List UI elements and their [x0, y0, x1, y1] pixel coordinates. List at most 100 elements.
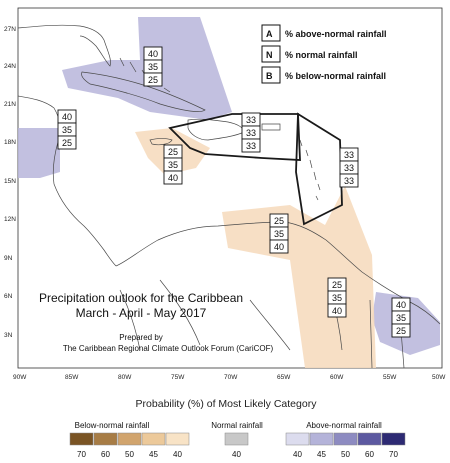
- prob-value: 35: [168, 160, 178, 170]
- prob-value: 40: [62, 112, 72, 122]
- normal-category-label: Normal rainfall: [211, 421, 263, 430]
- above-swatch: [285, 432, 310, 446]
- prob-box-southern-caribbean: 25 35 40: [269, 213, 289, 254]
- above-swatch-label: 40: [293, 450, 302, 459]
- below-swatch: [69, 432, 94, 446]
- below-swatch-label: 60: [101, 450, 110, 459]
- lesser-antilles-region-outline: [295, 112, 343, 226]
- prob-box-guianas-east: 40 35 25: [391, 297, 411, 338]
- lat-tick-24n: 24N: [4, 63, 16, 70]
- prob-cell: [269, 239, 289, 254]
- below-normal-category-label: Below-normal rainfall: [75, 421, 150, 430]
- legend-key-box-normal: [261, 45, 281, 63]
- normal-scale: 40: [224, 432, 249, 459]
- lon-tick-80w: 80W: [118, 374, 132, 381]
- lon-tick-55w: 55W: [383, 374, 397, 381]
- prob-cell: [57, 135, 77, 150]
- prob-value: 35: [396, 313, 406, 323]
- above-swatch-label: 60: [365, 450, 374, 459]
- above-swatch: [333, 432, 358, 446]
- category-key-legend: A % above-normal rainfall N % normal rai…: [261, 24, 387, 84]
- prob-box-central-america-north: 40 35 25: [57, 109, 77, 150]
- prob-value: 40: [396, 300, 406, 310]
- prob-value: 40: [274, 242, 284, 252]
- prob-value: 35: [332, 293, 342, 303]
- latitude-axis: 27N 24N 21N 18N 15N 12N 9N 6N 3N: [4, 26, 16, 339]
- prob-box-lesser-antilles: 33 33 33: [339, 147, 359, 188]
- below-normal-scale: 70 60 50 45 40: [69, 432, 190, 459]
- legend-label-normal: % normal rainfall: [285, 50, 358, 60]
- legend-key-n: N: [266, 50, 273, 60]
- prob-value: 25: [274, 216, 284, 226]
- prob-value: 25: [168, 147, 178, 157]
- colorbar-legend: Probability (%) of Most Likely Category …: [69, 398, 406, 459]
- lat-tick-3n: 3N: [4, 332, 13, 339]
- below-swatch-label: 70: [77, 450, 86, 459]
- prob-value: 33: [344, 176, 354, 186]
- prob-cell: [339, 173, 359, 188]
- prob-box-bahamas: 40 35 25: [143, 46, 163, 87]
- lat-tick-15n: 15N: [4, 178, 16, 185]
- prob-value: 33: [246, 128, 256, 138]
- prob-value: 25: [148, 75, 158, 85]
- below-swatch-label: 40: [173, 450, 182, 459]
- above-swatch-label: 45: [317, 450, 326, 459]
- above-swatch-label: 50: [341, 450, 350, 459]
- lon-tick-60w: 60W: [330, 374, 344, 381]
- normal-swatch: [224, 432, 249, 446]
- normal-swatch-label: 40: [232, 450, 241, 459]
- below-swatch-label: 50: [125, 450, 134, 459]
- below-swatch: [93, 432, 118, 446]
- lon-tick-75w: 75W: [171, 374, 185, 381]
- map-title-line1: Precipitation outlook for the Caribbean: [39, 291, 243, 305]
- lon-tick-85w: 85W: [65, 374, 79, 381]
- lon-tick-90w: 90W: [13, 374, 27, 381]
- prob-value: 33: [344, 150, 354, 160]
- colorbar-title: Probability (%) of Most Likely Category: [136, 398, 318, 410]
- longitude-axis: 90W 85W 80W 75W 70W 65W 60W 55W 50W: [13, 374, 446, 381]
- below-swatch: [141, 432, 166, 446]
- above-swatch: [357, 432, 382, 446]
- prob-value: 40: [332, 306, 342, 316]
- prob-value: 25: [332, 280, 342, 290]
- above-swatch: [309, 432, 334, 446]
- legend-item-below: B % below-normal rainfall: [261, 66, 386, 84]
- prob-box-jamaica: 25 35 40: [163, 144, 183, 185]
- lat-tick-12n: 12N: [4, 216, 16, 223]
- lon-tick-70w: 70W: [224, 374, 238, 381]
- above-swatch-label: 70: [389, 450, 398, 459]
- legend-key-box-above: [261, 24, 281, 42]
- legend-label-below: % below-normal rainfall: [285, 71, 386, 81]
- prob-value: 40: [168, 173, 178, 183]
- legend-key-a: A: [266, 29, 273, 39]
- legend-key-b: B: [266, 71, 273, 81]
- prob-value: 25: [396, 326, 406, 336]
- lon-tick-65w: 65W: [277, 374, 291, 381]
- forum-credit-text: The Caribbean Regional Climate Outlook F…: [63, 344, 274, 353]
- prob-cell: [143, 72, 163, 87]
- prob-box-greater-antilles: 33 33 33: [241, 112, 261, 153]
- legend-item-above: A % above-normal rainfall: [261, 24, 387, 42]
- southern-caribbean-below-normal-region: [222, 186, 376, 368]
- legend-item-normal: N % normal rainfall: [261, 45, 358, 63]
- prob-value: 33: [246, 115, 256, 125]
- prob-value: 33: [344, 163, 354, 173]
- below-swatch: [117, 432, 142, 446]
- prob-box-guianas-west: 25 35 40: [327, 277, 347, 318]
- below-swatch-label: 45: [149, 450, 158, 459]
- prob-cell: [163, 170, 183, 185]
- lat-tick-9n: 9N: [4, 255, 13, 262]
- prob-value: 25: [62, 138, 72, 148]
- legend-key-box-below: [261, 66, 281, 84]
- below-swatch: [165, 432, 190, 446]
- lat-tick-6n: 6N: [4, 293, 13, 300]
- prob-cell: [241, 138, 261, 153]
- above-normal-category-label: Above-normal rainfall: [306, 421, 382, 430]
- prob-value: 40: [148, 49, 158, 59]
- prob-value: 35: [148, 62, 158, 72]
- map-title-line2: March - April - May 2017: [76, 306, 207, 320]
- above-normal-scale: 40 45 50 60 70: [285, 432, 406, 459]
- lon-tick-50w: 50W: [432, 374, 446, 381]
